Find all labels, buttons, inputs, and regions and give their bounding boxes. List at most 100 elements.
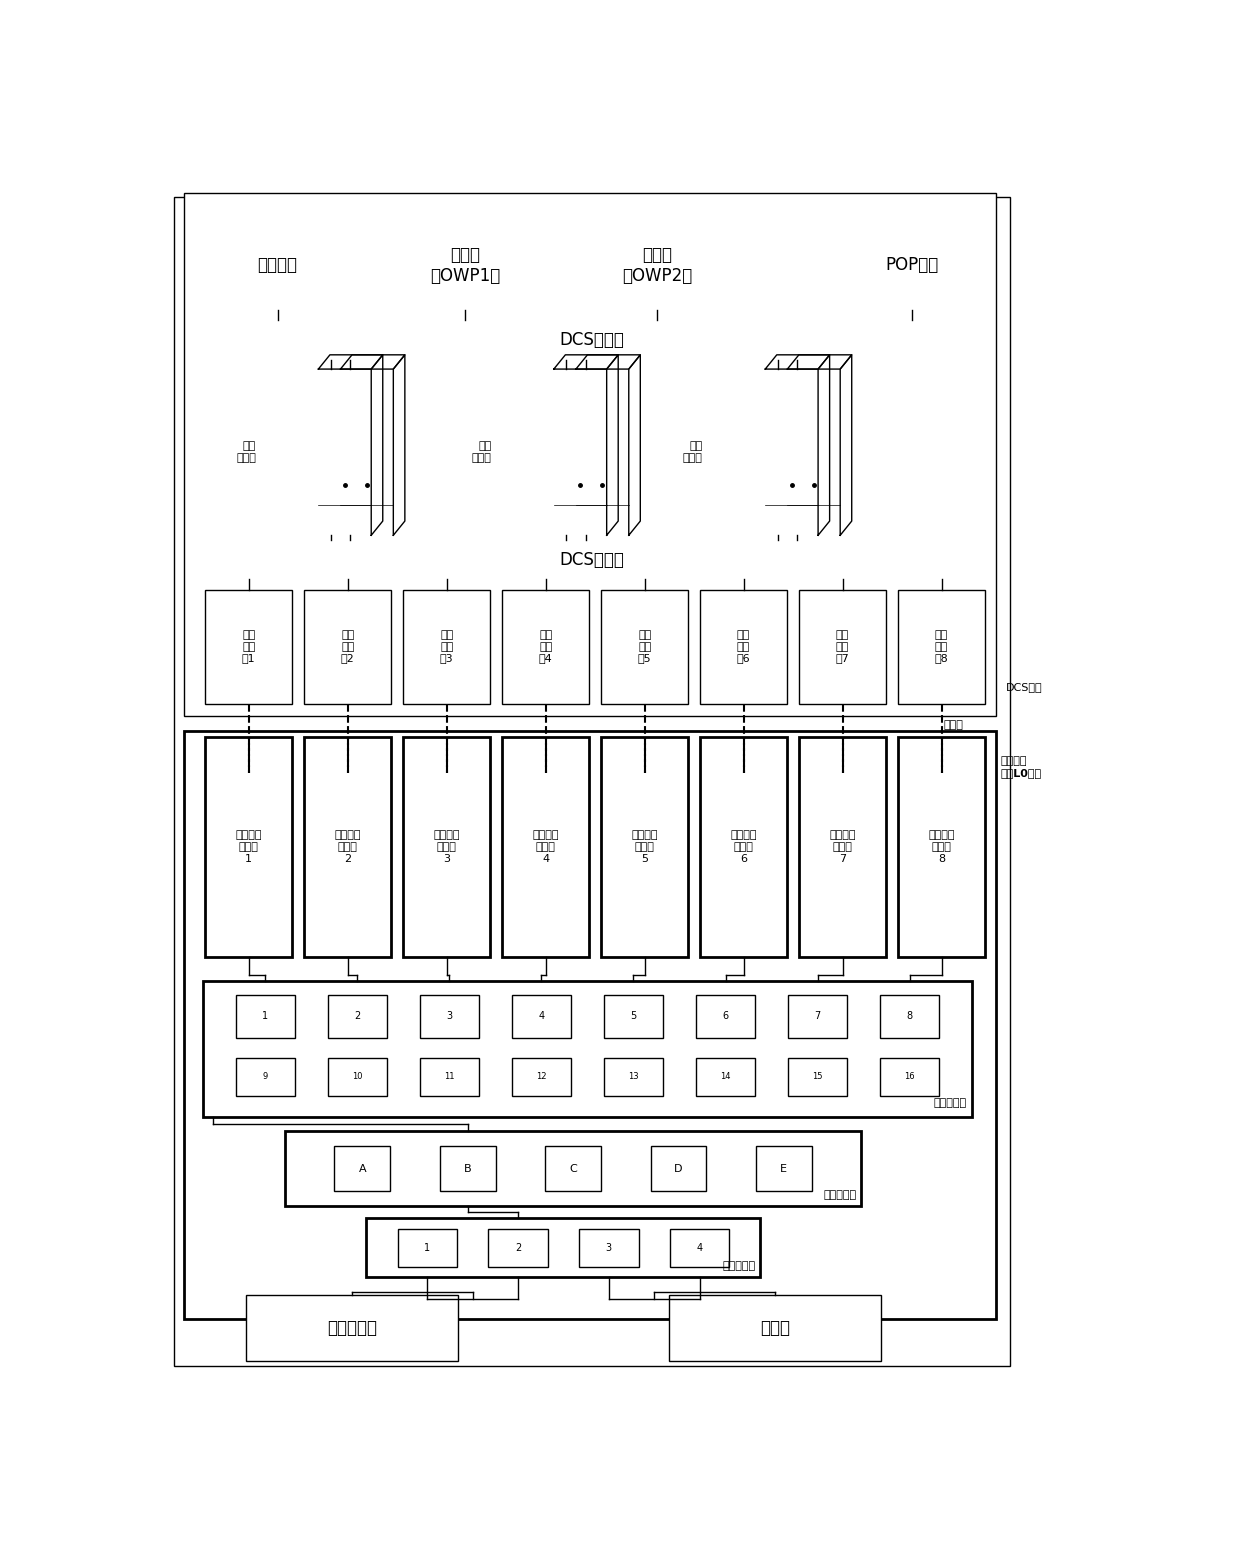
Text: 9: 9 <box>263 1072 268 1081</box>
Bar <box>184 193 996 715</box>
Text: 15: 15 <box>812 1072 823 1081</box>
Text: 3: 3 <box>446 1012 453 1021</box>
Polygon shape <box>554 355 619 369</box>
Polygon shape <box>818 355 830 535</box>
Bar <box>335 1146 391 1192</box>
Text: 硬接线: 硬接线 <box>942 720 963 731</box>
Bar <box>327 1058 387 1096</box>
Text: A: A <box>358 1164 366 1173</box>
Text: DCS系统: DCS系统 <box>1006 682 1042 692</box>
Text: 现场
控制
站1: 现场 控制 站1 <box>242 631 255 663</box>
Bar <box>203 981 972 1116</box>
Text: 模型服务器: 模型服务器 <box>327 1318 377 1337</box>
Text: 工程师站: 工程师站 <box>258 256 298 274</box>
Bar <box>546 1146 601 1192</box>
Text: 下层交换机: 下层交换机 <box>934 1098 967 1107</box>
Text: DCS二层网: DCS二层网 <box>559 332 625 348</box>
Bar <box>304 737 392 956</box>
Text: 6: 6 <box>723 1012 729 1021</box>
Text: 现场采集
控制器
4: 现场采集 控制器 4 <box>532 831 559 864</box>
Bar <box>699 737 787 956</box>
Text: 现场
控制
站5: 现场 控制 站5 <box>637 631 651 663</box>
Text: 现场采集
控制器
7: 现场采集 控制器 7 <box>830 831 856 864</box>
Polygon shape <box>629 355 640 535</box>
Polygon shape <box>393 355 404 535</box>
Bar <box>898 737 986 956</box>
Bar <box>554 369 606 535</box>
Polygon shape <box>841 355 852 535</box>
Text: 14: 14 <box>720 1072 730 1081</box>
Text: 3: 3 <box>605 1243 611 1252</box>
Bar <box>502 591 589 703</box>
Bar <box>319 369 371 535</box>
Bar <box>203 540 982 580</box>
Text: 现场采集
控制器
2: 现场采集 控制器 2 <box>335 831 361 864</box>
Text: 现场采集
控制器
3: 现场采集 控制器 3 <box>434 831 460 864</box>
Bar <box>604 995 663 1038</box>
Bar <box>880 995 940 1038</box>
Text: 上位机: 上位机 <box>760 1318 790 1337</box>
Bar <box>327 995 387 1038</box>
Text: 现场采集
控制器
8: 现场采集 控制器 8 <box>929 831 955 864</box>
Text: 5: 5 <box>630 1012 636 1021</box>
Polygon shape <box>341 355 404 369</box>
Text: 数据
服务器: 数据 服务器 <box>236 441 255 463</box>
Text: 现场采集
控制器
6: 现场采集 控制器 6 <box>730 831 756 864</box>
Polygon shape <box>575 355 640 369</box>
Bar <box>787 1058 847 1096</box>
Text: 上层交换机: 上层交换机 <box>723 1261 755 1272</box>
Polygon shape <box>765 355 830 369</box>
Text: 历史
服务器: 历史 服务器 <box>683 441 703 463</box>
Text: 现场
控制
站8: 现场 控制 站8 <box>935 631 949 663</box>
Bar <box>205 591 293 703</box>
Polygon shape <box>319 355 383 369</box>
Bar <box>403 591 490 703</box>
Bar <box>579 1229 639 1266</box>
Bar <box>898 591 986 703</box>
Text: 4: 4 <box>538 1012 544 1021</box>
Text: B: B <box>464 1164 471 1173</box>
Bar <box>398 1229 458 1266</box>
Bar <box>247 1295 458 1360</box>
Bar <box>184 731 996 1318</box>
Bar <box>696 1058 755 1096</box>
Bar <box>403 737 490 956</box>
Text: 11: 11 <box>444 1072 455 1081</box>
Bar <box>696 995 755 1038</box>
Bar <box>174 197 1011 1366</box>
Bar <box>601 737 688 956</box>
Text: 2: 2 <box>515 1243 521 1252</box>
Bar <box>847 221 977 310</box>
Polygon shape <box>371 355 383 535</box>
Bar <box>391 221 539 310</box>
Bar <box>575 369 629 535</box>
Text: C: C <box>569 1164 577 1173</box>
Bar <box>787 369 841 535</box>
Bar <box>205 737 293 956</box>
Bar <box>670 1229 729 1266</box>
Text: 16: 16 <box>904 1072 915 1081</box>
Text: 操作站
（OWP2）: 操作站 （OWP2） <box>622 245 692 285</box>
Text: POP大屏: POP大屏 <box>885 256 939 274</box>
Text: 13: 13 <box>629 1072 639 1081</box>
Text: 现场
控制
站4: 现场 控制 站4 <box>538 631 553 663</box>
Text: 操作站
（OWP1）: 操作站 （OWP1） <box>430 245 500 285</box>
Text: 2: 2 <box>355 1012 361 1021</box>
Text: 现场
控制
站3: 现场 控制 站3 <box>440 631 454 663</box>
Text: 1: 1 <box>262 1012 268 1021</box>
Text: 10: 10 <box>352 1072 362 1081</box>
Bar <box>880 1058 940 1096</box>
Bar <box>651 1146 707 1192</box>
Bar <box>670 1295 880 1360</box>
Polygon shape <box>787 355 852 369</box>
Bar <box>236 995 295 1038</box>
Text: 通讯服务器: 通讯服务器 <box>823 1190 857 1200</box>
Text: 8: 8 <box>906 1012 913 1021</box>
Bar <box>341 369 393 535</box>
Bar <box>419 995 479 1038</box>
Bar <box>756 1146 812 1192</box>
Text: 测试装置
模拟L0系统: 测试装置 模拟L0系统 <box>1001 756 1042 777</box>
Bar <box>765 369 818 535</box>
Bar <box>512 995 572 1038</box>
Text: E: E <box>780 1164 787 1173</box>
